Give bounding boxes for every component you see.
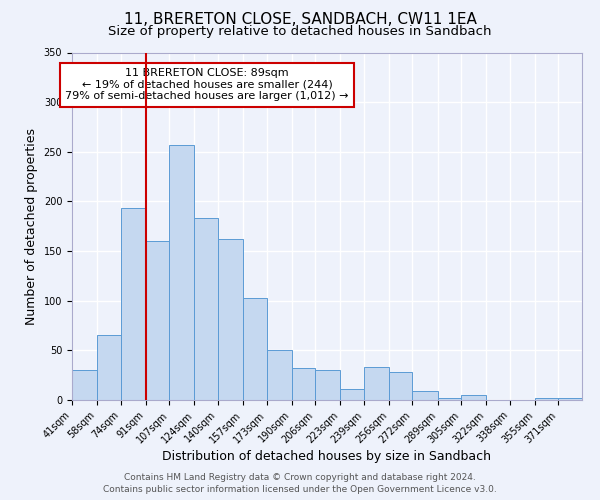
Bar [340,389,364,400]
Text: Size of property relative to detached houses in Sandbach: Size of property relative to detached ho… [108,25,492,38]
Bar [146,241,169,400]
Bar [121,208,146,400]
Bar [412,391,437,400]
Text: 11, BRERETON CLOSE, SANDBACH, CW11 1EA: 11, BRERETON CLOSE, SANDBACH, CW11 1EA [124,12,476,28]
Text: Contains HM Land Registry data © Crown copyright and database right 2024.
Contai: Contains HM Land Registry data © Crown c… [103,472,497,494]
Bar [437,398,461,400]
Bar [559,398,582,400]
Bar [218,239,243,400]
Bar [266,350,292,400]
Bar [315,370,340,400]
Bar [292,368,315,400]
Bar [97,336,121,400]
Bar [243,298,266,400]
Bar [72,370,97,400]
Bar [169,145,194,400]
Bar [364,367,389,400]
Bar [194,218,218,400]
Y-axis label: Number of detached properties: Number of detached properties [25,128,38,325]
Text: 11 BRERETON CLOSE: 89sqm
← 19% of detached houses are smaller (244)
79% of semi-: 11 BRERETON CLOSE: 89sqm ← 19% of detach… [65,68,349,102]
Bar [535,398,559,400]
Bar [461,395,486,400]
Bar [389,372,412,400]
X-axis label: Distribution of detached houses by size in Sandbach: Distribution of detached houses by size … [163,450,491,464]
